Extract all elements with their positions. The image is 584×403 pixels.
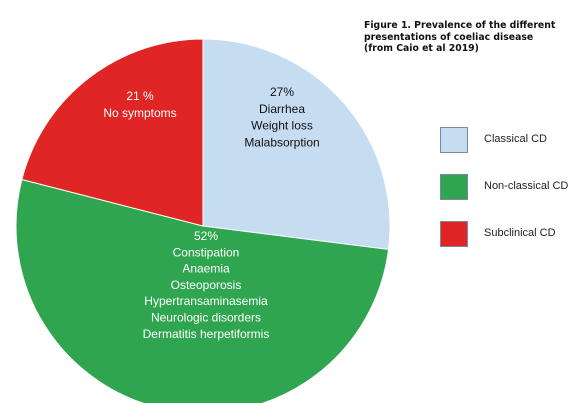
pie-slice-non-classical-cd (15, 178, 390, 403)
slice-label-line: Anaemia (182, 262, 230, 276)
legend-swatch-subclinical (440, 221, 468, 247)
slice-label-line: 27% (270, 85, 294, 99)
slice-label-line: 52% (194, 229, 218, 243)
slice-label-line: Constipation (173, 245, 240, 259)
pie-slice-classical-cd (202, 38, 391, 250)
legend-label: Classical CD (484, 133, 547, 145)
slice-label-line: Weight loss (251, 119, 313, 133)
figure-caption: Figure 1. Prevalence of the different pr… (364, 20, 579, 55)
slice-label-line: Neurologic disorders (151, 311, 261, 325)
slice-label-line: 21 % (126, 89, 154, 103)
slice-label-line: Hypertransaminasemia (144, 294, 268, 308)
legend-swatch-non-classical (440, 174, 468, 200)
slice-data-label: 52% Constipation Anaemia Osteoporosis Hypert… (143, 229, 270, 341)
pie-slice-labels: 27% Diarrhea Weight loss Malabsorption 52% Co… (103, 85, 319, 341)
caption-line: Figure 1. Prevalence of the different (364, 20, 556, 31)
legend-swatch-classical (440, 127, 468, 153)
slice-data-label: 21 % No symptoms (103, 89, 176, 120)
slice-label-line: Osteoporosis (171, 278, 242, 292)
pie-slices (15, 38, 391, 403)
caption-line: (from Caio et al 2019) (364, 43, 479, 54)
slice-label-line: Dermatitis herpetiformis (143, 327, 270, 341)
legend-label: Non-classical CD (484, 180, 569, 192)
slice-label-line: Malabsorption (244, 135, 319, 149)
slice-label-line: Diarrhea (259, 102, 305, 116)
legend-label: Subclinical CD (484, 227, 556, 239)
slice-data-label: 27% Diarrhea Weight loss Malabsorption (244, 85, 319, 149)
caption-line: presentations of coeliac disease (364, 31, 534, 43)
slice-label-line: No symptoms (103, 106, 176, 120)
pie-slice-subclinical-cd (21, 38, 204, 227)
